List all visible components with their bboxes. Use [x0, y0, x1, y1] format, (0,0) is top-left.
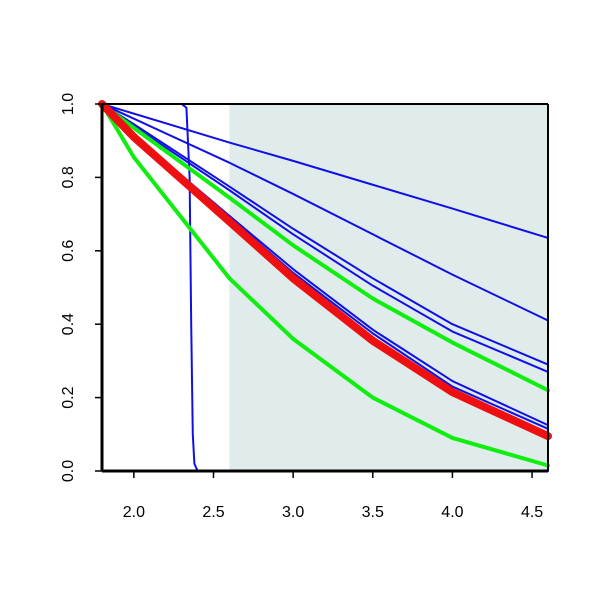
series-line-blue-1	[101, 103, 549, 472]
y-tick-label: 0.2	[60, 386, 77, 408]
y-tick-label: 0.8	[60, 166, 77, 188]
axes-layer: 2.0 2.5 3.0 3.5 4.0 4.5 0.0 0.2 0.4 0.6 0.8 1.0	[60, 93, 549, 521]
y-tick-label: 0.0	[60, 460, 77, 482]
x-tick-label: 4.0	[441, 504, 463, 521]
series-line-red-10	[98, 100, 552, 441]
x-tick-label: 2.0	[123, 504, 145, 521]
y-tick-label: 0.4	[60, 313, 77, 335]
x-tick-label: 3.5	[362, 504, 384, 521]
series-line-green-8	[100, 102, 550, 393]
series-line-green-9	[100, 102, 550, 468]
x-tick-label: 3.0	[282, 504, 304, 521]
y-tick-label: 1.0	[60, 93, 77, 115]
x-tick-label: 2.5	[202, 504, 224, 521]
y-tick-label: 0.6	[60, 240, 77, 262]
series-line-blue-3	[101, 103, 549, 322]
series-line-blue-4	[101, 103, 549, 366]
series-layer	[98, 100, 552, 472]
x-tick-label: 4.5	[521, 504, 543, 521]
series-line-blue-2	[101, 103, 549, 239]
